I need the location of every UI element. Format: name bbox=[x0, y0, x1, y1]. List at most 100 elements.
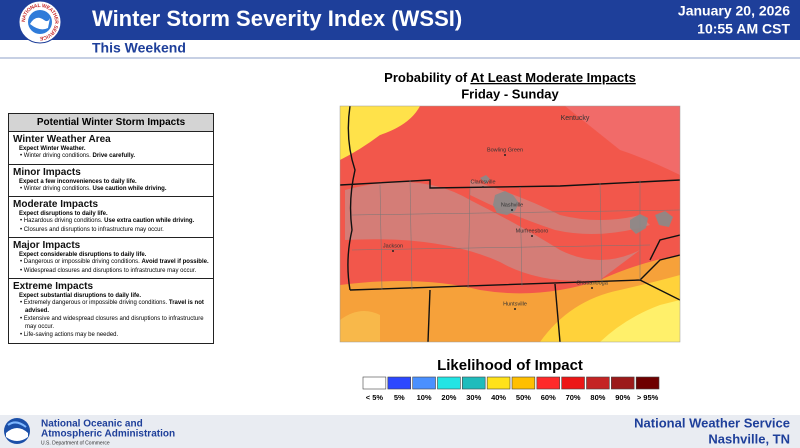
bullet: • Closures and disruptions to infrastruc… bbox=[20, 226, 164, 233]
place-label: Kentucky bbox=[561, 115, 590, 122]
bullet-text: Extensive and widespread closures and di… bbox=[23, 316, 204, 330]
office: National Weather Service bbox=[634, 415, 790, 430]
legend-label: > 95% bbox=[637, 393, 659, 402]
legend-swatch bbox=[412, 376, 436, 390]
place-dot bbox=[514, 308, 516, 310]
place-label: Jackson bbox=[383, 243, 403, 249]
legend-swatch bbox=[586, 376, 610, 390]
bullet: • Life-saving actions may be needed. bbox=[20, 332, 119, 338]
legend-label: 5% bbox=[394, 393, 405, 402]
place-label: Murfreesboro bbox=[516, 228, 549, 234]
legend-swatch bbox=[561, 376, 585, 390]
header-bar bbox=[0, 0, 800, 40]
impacts-panel: Potential Winter Storm Impacts Winter We… bbox=[8, 113, 214, 344]
subheader bbox=[0, 40, 800, 58]
bullet-text: Dangerous or impossible driving conditio… bbox=[23, 259, 142, 265]
level-name: Minor Impacts bbox=[13, 166, 81, 178]
bullet-text: Drive carefully. bbox=[92, 153, 136, 159]
bullet-text: Travel is not advised. bbox=[25, 300, 204, 314]
title: Winter Storm Severity Index (WSSI) bbox=[92, 6, 462, 31]
legend-label: 60% bbox=[541, 393, 556, 402]
impact-level: Winter Weather Area Expect Winter Weather… bbox=[9, 132, 213, 165]
bullet-text: Use caution while driving. bbox=[92, 185, 167, 192]
legend-swatch bbox=[387, 376, 411, 390]
level-name: Moderate Impacts bbox=[13, 199, 99, 210]
legend-swatch bbox=[635, 376, 660, 390]
impact-level: Moderate Impacts Expect disruptions to da… bbox=[9, 197, 213, 238]
place-dot bbox=[504, 154, 506, 156]
bullet-text: Extremely dangerous or impossible drivin… bbox=[23, 300, 169, 306]
map-subtitle: Friday - Sunday bbox=[461, 86, 559, 101]
place-dot bbox=[591, 287, 593, 289]
nws-logo: NATIONAL WEATHER SERVICE bbox=[18, 0, 62, 44]
map-title: Probability of At Least Moderate Impacts bbox=[384, 70, 636, 85]
agency-line1: National Oceanic and bbox=[41, 419, 143, 430]
bullet-text: Winter driving conditions. bbox=[23, 185, 93, 192]
place-label: Chattanooga bbox=[576, 280, 608, 286]
map: Kentucky Bowling Green Clarksville Nashvill… bbox=[340, 106, 680, 342]
legend-label: 70% bbox=[566, 393, 581, 402]
place-dot bbox=[482, 186, 484, 188]
panel-title: Potential Winter Storm Impacts bbox=[9, 114, 213, 132]
level-name: Winter Weather Area bbox=[13, 134, 111, 145]
bullet: • Widespread closures and disruptions to… bbox=[20, 267, 197, 274]
subtitle: This Weekend bbox=[92, 40, 186, 56]
level-lead: Expect Winter Weather. bbox=[19, 146, 86, 152]
legend-label: < 5% bbox=[366, 393, 384, 402]
level-lead: Expect a few inconveniences to daily lif… bbox=[19, 178, 137, 185]
place-label: Bowling Green bbox=[487, 147, 523, 153]
level-name: Major Impacts bbox=[13, 240, 81, 251]
legend-swatch bbox=[536, 376, 560, 390]
bullet-text: Use extra caution while driving. bbox=[104, 218, 195, 224]
place-label: Clarksville bbox=[470, 179, 495, 185]
legend-label: 30% bbox=[466, 393, 481, 402]
level-lead: Expect disruptions to daily life. bbox=[19, 211, 108, 217]
time: 10:55 AM CST bbox=[697, 21, 790, 37]
level-lead: Expect considerable disruptions to daily… bbox=[19, 252, 147, 258]
impact-level: Extreme Impacts Expect substantial disrup… bbox=[9, 279, 213, 343]
noaa-logo bbox=[4, 418, 30, 444]
map-frame bbox=[339, 105, 681, 343]
legend-swatch bbox=[611, 376, 635, 390]
place-dot bbox=[511, 209, 513, 211]
impact-level: Minor Impacts Expect a few inconveniences… bbox=[9, 165, 213, 197]
bullet-text: Hazardous driving conditions. bbox=[23, 218, 105, 224]
legend-swatch bbox=[486, 376, 511, 390]
legend-items: < 5% 5% 10% 20% 30% 40% 50% 60% 70% 80% 90% > 95% bbox=[362, 376, 660, 402]
impact-level: Major Impacts Expect considerable disrupt… bbox=[9, 238, 213, 279]
bullet: • Winter driving conditions. Use caution… bbox=[20, 185, 167, 192]
legend-label: 10% bbox=[417, 393, 432, 402]
bullet: • Dangerous or impossible driving condit… bbox=[20, 259, 209, 265]
legend-swatch bbox=[362, 376, 387, 390]
place-label: Huntsville bbox=[503, 301, 527, 307]
agency-line2: Atmospheric Administration bbox=[41, 429, 175, 440]
legend-label: 40% bbox=[491, 393, 506, 402]
bullet: • Hazardous driving conditions. Use extr… bbox=[20, 218, 195, 224]
date: January 20, 2026 bbox=[678, 3, 790, 19]
department: U.S. Department of Commerce bbox=[41, 440, 110, 446]
level-lead: Expect substantial disruptions to daily … bbox=[19, 293, 142, 299]
legend-label: 20% bbox=[441, 393, 456, 402]
legend-swatch bbox=[462, 376, 486, 390]
legend-swatch bbox=[511, 376, 536, 390]
location: Nashville, TN bbox=[708, 431, 790, 446]
legend-swatch bbox=[437, 376, 461, 390]
bullet-text: Life-saving actions may be needed. bbox=[23, 332, 119, 338]
legend-label: 80% bbox=[590, 393, 605, 402]
bullet-text: Closures and disruptions to infrastructu… bbox=[23, 226, 164, 233]
footer-bar bbox=[0, 415, 800, 448]
bullet: • Extremely dangerous or impossible driv… bbox=[20, 300, 204, 314]
bullet-text: Widespread closures and disruptions to i… bbox=[23, 267, 197, 274]
bullet-text: Avoid travel if possible. bbox=[141, 259, 209, 265]
place-dot bbox=[531, 235, 533, 237]
place-dot bbox=[392, 250, 394, 252]
legend-label: 50% bbox=[516, 393, 531, 402]
legend-label: 90% bbox=[615, 393, 630, 402]
legend-title: Likelihood of Impact bbox=[437, 357, 583, 374]
bullet: • Winter driving conditions. Drive caref… bbox=[20, 153, 136, 159]
place-label: Nashville bbox=[501, 202, 523, 208]
level-name: Extreme Impacts bbox=[13, 281, 94, 292]
bullet: • Extensive and widespread closures and … bbox=[20, 316, 204, 330]
